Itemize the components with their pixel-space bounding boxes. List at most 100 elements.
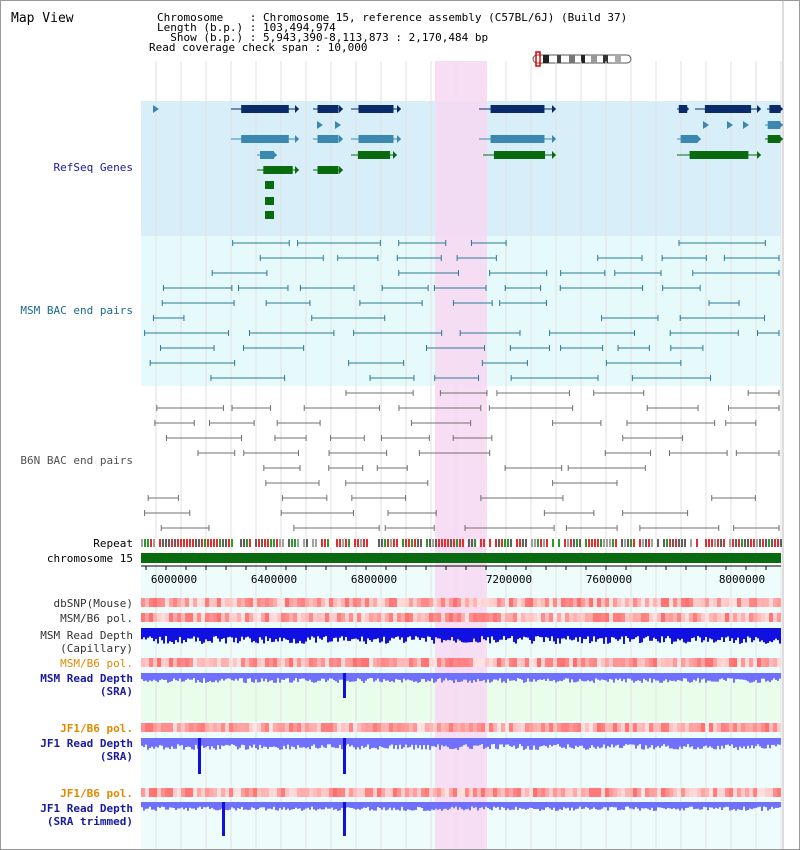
msm-b6-pol-heat-cell [609,613,613,622]
jf1-sra-depth-bar [389,738,391,746]
jf1-sra-depth-bar [341,738,343,750]
jf1-b6-pol-heat-cell [553,723,557,732]
msm-sra-depth-bar [565,673,567,679]
msm-sra-depth-bar [333,673,335,681]
repeat-element [207,539,209,547]
dbsnp-heat-cell [165,598,169,607]
jf1-b6-pol2-heat-cell [733,788,737,797]
msm-capillary-depth-bar [403,628,405,643]
jf1-trimmed-depth-bar [579,802,581,807]
repeat-element [564,539,566,547]
repeat-element [498,539,500,547]
msm-sra-depth-bar [505,673,507,683]
jf1-sra-depth-bar [319,738,321,748]
repeat-element [660,539,662,547]
repeat-element [510,539,512,547]
msm-capillary-depth-bar [331,628,333,642]
repeat-element [177,539,179,547]
jf1-trimmed-depth-bar [411,802,413,811]
gene-strand-arrow [393,151,397,159]
msm-sra-depth-bar [737,673,739,680]
track-label-msm-b6-pol-2: MSM/B6 pol. [60,657,133,670]
repeat-element [147,539,149,547]
jf1-b6-pol-heat-cell [505,723,509,732]
jf1-trimmed-depth-bar [203,802,205,808]
msm-sra-depth-bar [469,673,471,681]
jf1-trimmed-depth-bar [713,802,715,809]
msm-capillary-depth-bar [707,628,709,642]
jf1-trimmed-depth-bar [387,802,389,810]
jf1-trimmed-depth-bar [409,802,411,810]
msm-capillary-depth-bar [567,628,569,637]
msm-b6-pol-heat-cell [733,613,737,622]
repeat-element [738,539,740,547]
msm-capillary-depth-bar [157,628,159,644]
repeat-element [528,539,530,547]
repeat-element [438,539,440,547]
jf1-trimmed-depth-bar [757,802,759,808]
msm-b6-pol2-heat-cell [225,658,229,667]
msm-capillary-depth-bar [391,628,393,638]
jf1-trimmed-depth-bar [475,802,477,808]
msm-capillary-depth-bar [617,628,619,641]
msm-capillary-depth-bar [347,628,349,641]
jf1-b6-pol-heat-cell [377,723,381,732]
jf1-sra-depth-bar [667,738,669,746]
jf1-trimmed-depth-bar [487,802,489,809]
jf1-sra-depth-bar [565,738,567,749]
dbsnp-heat-cell [653,598,657,607]
msm-sra-depth-bar [605,673,607,681]
repeat-element [672,539,674,547]
jf1-trimmed-depth-bar [573,802,575,811]
jf1-sra-depth-bar [421,738,423,750]
dbsnp-heat-cell [449,598,453,607]
jf1-b6-pol-heat-cell [181,723,185,732]
msm-capillary-depth-bar [563,628,565,639]
jf1-trimmed-depth-bar [611,802,613,807]
jf1-b6-pol2-heat-cell [265,788,269,797]
jf1-sra-depth-bar [471,738,473,750]
msm-b6-pol2-heat-cell [605,658,609,667]
gene-exon [678,105,688,113]
msm-b6-pol-heat-cell [721,613,725,622]
jf1-sra-depth-bar [481,738,483,745]
dbsnp-heat-cell [401,598,405,607]
jf1-b6-pol2-heat-cell [225,788,229,797]
jf1-trimmed-depth-bar [759,802,761,807]
jf1-trimmed-depth-bar [771,802,773,807]
msm-capillary-depth-bar [273,628,275,642]
dbsnp-heat-cell [321,598,325,607]
msm-b6-pol-heat-cell [665,613,669,622]
jf1-sra-depth-bar [495,738,497,749]
msm-b6-pol2-heat-cell [749,658,753,667]
jf1-b6-pol2-heat-cell [577,788,581,797]
msm-b6-pol2-heat-cell [221,658,225,667]
repeat-element [663,539,665,547]
repeat-element [549,539,551,547]
dbsnp-heat-cell [253,598,257,607]
msm-sra-depth-bar [511,673,513,681]
msm-capillary-depth-bar [429,628,431,637]
dbsnp-heat-cell [549,598,553,607]
jf1-sra-depth-bar [289,738,291,750]
repeat-element [633,539,635,547]
msm-b6-pol2-heat-cell [705,658,709,667]
msm-b6-pol-heat-cell [261,613,265,622]
jf1-b6-pol-heat-cell [477,723,481,732]
jf1-sra-depth-bar [215,738,217,750]
dbsnp-heat-cell [441,598,445,607]
jf1-trimmed-depth-bar [583,802,585,809]
msm-sra-depth-bar [313,673,315,683]
msm-b6-pol2-heat-cell [141,658,145,667]
repeat-element [291,539,293,547]
msm-sra-depth-bar [549,673,551,681]
jf1-trimmed-depth-bar [337,802,339,811]
dbsnp-heat-cell [337,598,341,607]
jf1-sra-depth-bar [449,738,451,749]
repeat-element [546,539,548,547]
msm-sra-depth-bar [713,673,715,682]
jf1-trimmed-depth-bar [253,802,255,809]
dbsnp-heat-cell [637,598,641,607]
msm-capillary-depth-bar [541,628,543,638]
